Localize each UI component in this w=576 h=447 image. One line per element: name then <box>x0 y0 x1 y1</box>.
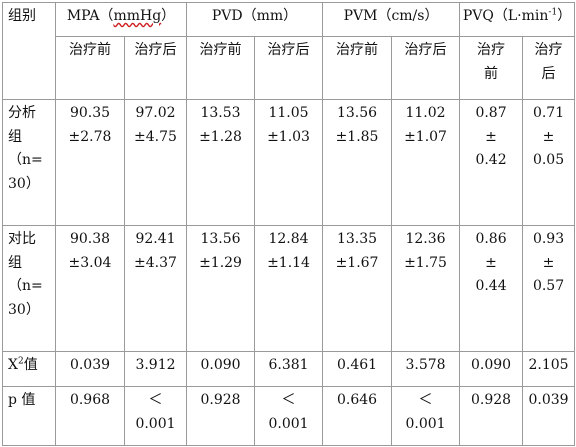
p-value-cell: 0.928 <box>186 386 256 446</box>
p-value-cell: 0.968 <box>55 386 125 446</box>
chi-square-value: 0.039 <box>55 351 125 387</box>
table-row: 分析组（n= 30） 90.35 ±2.78 97.02 ±4.75 13.53 ±1.28 1… <box>2 99 576 226</box>
p-value-cell: ＜ 0.001 <box>123 386 188 446</box>
data-cell: 92.41 ±4.37 <box>123 225 188 352</box>
data-cell: 13.56 ±1.85 <box>322 99 393 226</box>
data-cell: 0.86 ±0.44 <box>459 225 524 352</box>
header-pvm: PVM（cm/s） <box>322 2 461 37</box>
data-cell: 90.35 ±2.78 <box>55 99 125 226</box>
subheader-row: 治疗前 治疗后 治疗前 治疗后 治疗前 治疗后 治疗前 治疗后 <box>3 36 576 100</box>
subheader-mpa-before: 治疗前 <box>55 36 125 100</box>
data-cell: 12.84 ±1.14 <box>254 225 324 352</box>
chi-square-value: 3.912 <box>123 351 188 387</box>
subheader-pvq-after: 治疗后 <box>522 36 576 100</box>
header-group: 组别 <box>2 2 56 100</box>
header-mpa: MPA（mmHg） <box>54 2 188 37</box>
data-cell: 12.36 ±1.75 <box>391 225 461 352</box>
chi-square-value: 0.090 <box>459 351 524 387</box>
data-cell: 97.02 ±4.75 <box>123 99 188 226</box>
chi-square-value: 0.090 <box>186 351 256 387</box>
data-cell: 11.05 ±1.03 <box>254 99 324 226</box>
chi-square-value: 0.461 <box>322 351 393 387</box>
header-row: 组别 MPA（mmHg） PVD（mm） PVM（cm/s） PVQ（L·min… <box>2 2 576 100</box>
subheader-pvq-before: 治疗前 <box>459 36 524 100</box>
p-value-row: p 值 0.968 ＜ 0.001 0.928 ＜ 0.001 0.646 ＜ 0.001 0.9… <box>2 386 576 446</box>
p-value-cell: 0.039 <box>522 386 576 446</box>
subheader-pvd-before: 治疗前 <box>186 36 256 100</box>
subheader-mpa-after: 治疗后 <box>123 36 188 100</box>
p-value-cell: ＜ 0.001 <box>391 386 461 446</box>
data-cell: 0.87 ±0.42 <box>459 99 524 226</box>
header-pvd: PVD（mm） <box>186 2 324 37</box>
p-value-label: p 值 <box>2 386 56 446</box>
table-row: 对比组（n= 30） 90.38 ±3.04 92.41 ±4.37 13.56 ±1.29 1… <box>2 225 576 352</box>
group-label: 分析组（n= 30） <box>2 99 56 226</box>
chi-square-value: 2.105 <box>522 351 576 387</box>
chi-square-value: 6.381 <box>254 351 324 387</box>
data-cell: 13.53 ±1.28 <box>186 99 256 226</box>
chi-square-label: X2值 <box>2 351 56 387</box>
data-cell: 0.71 ±0.05 <box>522 99 576 226</box>
data-cell: 13.35 ±1.67 <box>322 225 393 352</box>
data-cell: 90.38 ±3.04 <box>55 225 125 352</box>
chi-square-row: X2值 0.039 3.912 0.090 6.381 0.461 3.578 0.090 2… <box>2 351 576 387</box>
group-label: 对比组（n= 30） <box>2 225 56 352</box>
data-cell: 11.02 ±1.07 <box>391 99 461 226</box>
p-value-cell: ＜ 0.001 <box>254 386 324 446</box>
header-pvq: PVQ（L·min-1） <box>459 2 576 37</box>
subheader-pvd-after: 治疗后 <box>254 36 324 100</box>
data-cell: 13.56 ±1.29 <box>186 225 256 352</box>
subheader-pvm-before: 治疗前 <box>322 36 393 100</box>
data-cell: 0.93 ±0.57 <box>522 225 576 352</box>
p-value-cell: 0.928 <box>459 386 524 446</box>
subheader-pvm-after: 治疗后 <box>391 36 461 100</box>
p-value-cell: 0.646 <box>322 386 393 446</box>
chi-square-value: 3.578 <box>391 351 461 387</box>
